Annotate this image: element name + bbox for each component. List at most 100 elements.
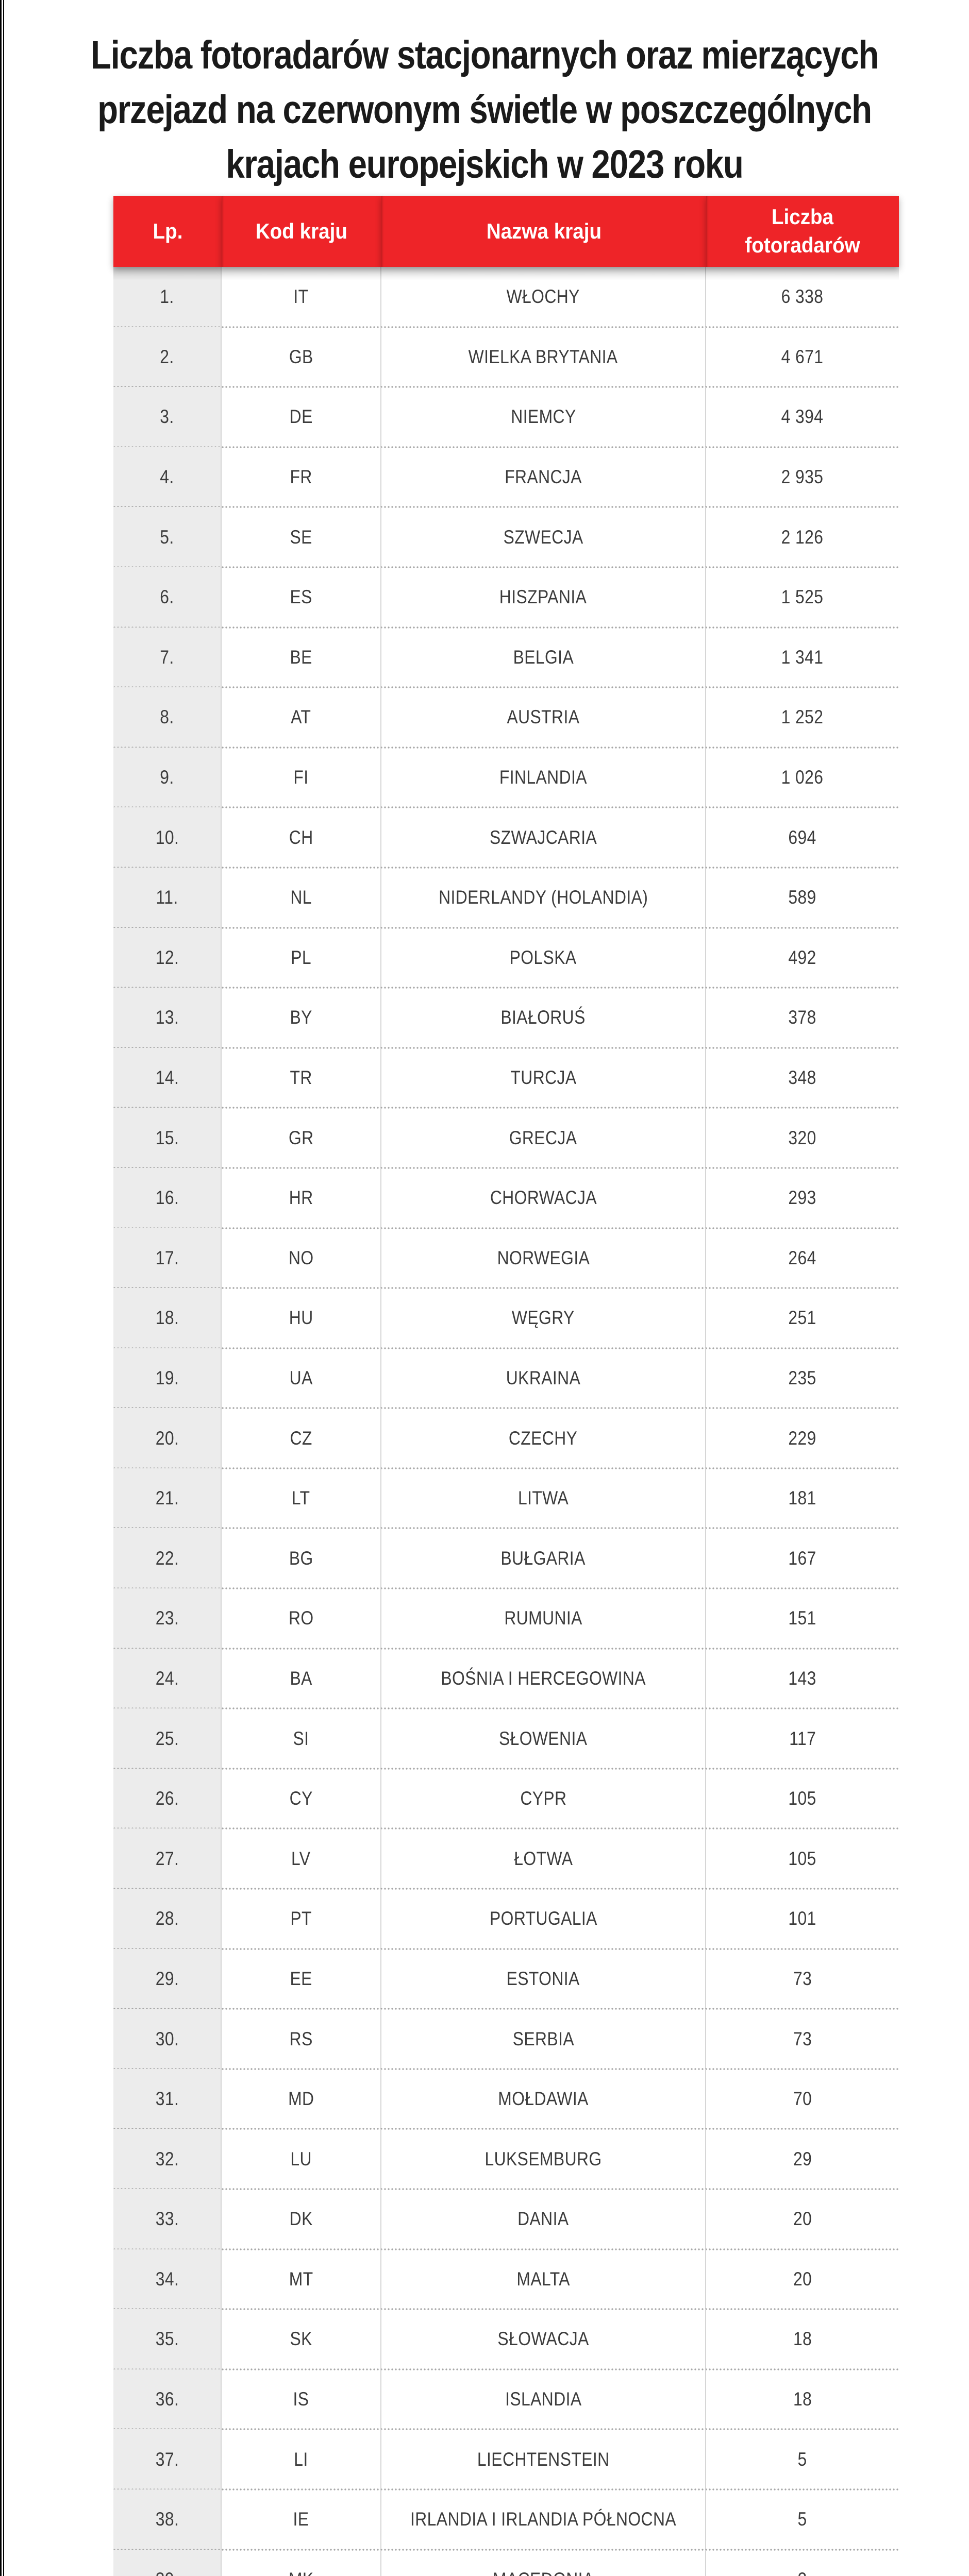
cell-camera-count: 105 xyxy=(706,1828,899,1889)
page-title-line-2: przejazd na czerwonym świetle w poszczeg… xyxy=(97,88,872,132)
cell-country-code: BY xyxy=(222,988,381,1048)
cell-camera-count: 73 xyxy=(706,2009,899,2069)
page-title-line-1: Liczba fotoradarów stacjonarnych oraz mi… xyxy=(90,33,879,77)
camera-count-text: 320 xyxy=(788,1127,817,1148)
row-number-text: 27. xyxy=(155,1848,179,1869)
camera-count-text: 105 xyxy=(788,1788,817,1809)
country-code-text: BG xyxy=(289,1547,313,1569)
row-number-text: 20. xyxy=(155,1427,179,1449)
cell-row-number: 36. xyxy=(113,2369,222,2430)
country-code-text: CY xyxy=(289,1788,313,1809)
cell-country-name: SŁOWENIA xyxy=(381,1708,706,1769)
country-code-text: NO xyxy=(288,1247,314,1268)
camera-count-text: 18 xyxy=(793,2388,812,2410)
table-row: 13. BY BIAŁORUŚ 378 xyxy=(113,988,899,1049)
camera-count-text: 264 xyxy=(788,1247,817,1268)
row-number-text: 24. xyxy=(155,1667,179,1689)
country-code-text: IS xyxy=(293,2388,309,2410)
cell-country-code: NO xyxy=(222,1228,381,1289)
cell-camera-count: 2 126 xyxy=(706,507,899,567)
cell-row-number: 26. xyxy=(113,1768,222,1829)
country-code-text: LT xyxy=(292,1487,310,1509)
camera-count-text: 1 252 xyxy=(781,706,824,728)
camera-count-text: 105 xyxy=(788,1848,817,1869)
country-name-text: BELGIA xyxy=(513,646,574,668)
table-row: 14. TR TURCJA 348 xyxy=(113,1047,899,1109)
table-row: 38. IE IRLANDIA I IRLANDIA PÓŁNOCNA 5 xyxy=(113,2489,899,2551)
cell-country-name: BIAŁORUŚ xyxy=(381,988,706,1048)
cell-row-number: 28. xyxy=(113,1889,222,1949)
table-row: 6. ES HISZPANIA 1 525 xyxy=(113,567,899,629)
cell-country-name: TURCJA xyxy=(381,1047,706,1108)
cell-row-number: 3. xyxy=(113,387,222,447)
country-code-text: AT xyxy=(291,706,311,728)
cell-row-number: 23. xyxy=(113,1588,222,1649)
cell-camera-count: 589 xyxy=(706,868,899,928)
table-row: 33. DK DANIA 20 xyxy=(113,2189,899,2250)
row-number-text: 35. xyxy=(155,2328,179,2350)
country-name-text: SŁOWENIA xyxy=(499,1727,588,1749)
cell-row-number: 15. xyxy=(113,1108,222,1168)
camera-count-text: 4 671 xyxy=(781,346,824,367)
camera-count-text: 181 xyxy=(788,1487,817,1509)
country-name-text: WŁOCHY xyxy=(506,286,580,308)
camera-count-text: 117 xyxy=(789,1727,816,1749)
country-code-text: GB xyxy=(289,346,313,367)
country-name-text: MOŁDAWIA xyxy=(498,2088,589,2110)
country-code-text: LV xyxy=(291,1848,311,1869)
header-label-camera-count: Liczba fotoradarów xyxy=(745,205,860,257)
country-name-text: NORWEGIA xyxy=(497,1247,590,1268)
cell-country-name: ISLANDIA xyxy=(381,2369,706,2430)
camera-count-text: 101 xyxy=(788,1908,817,1929)
cell-row-number: 8. xyxy=(113,687,222,748)
cell-country-name: CZECHY xyxy=(381,1408,706,1468)
row-number-text: 26. xyxy=(155,1788,179,1809)
table-row: 9. FI FINLANDIA 1 026 xyxy=(113,747,899,808)
cell-camera-count: 101 xyxy=(706,1889,899,1949)
row-number-text: 2. xyxy=(160,346,174,367)
country-code-text: EE xyxy=(290,1968,312,1989)
country-code-text: DE xyxy=(289,406,313,428)
cell-camera-count: 151 xyxy=(706,1588,899,1649)
cell-country-code: FR xyxy=(222,447,381,507)
camera-count-text: 2 935 xyxy=(781,466,824,488)
camera-count-text: 5 xyxy=(797,2448,808,2470)
cell-country-code: UA xyxy=(222,1348,381,1409)
cell-country-name: ŁOTWA xyxy=(381,1828,706,1889)
country-code-text: MT xyxy=(289,2268,313,2290)
table-row: 30. RS SERBIA 73 xyxy=(113,2009,899,2070)
country-code-text: BE xyxy=(290,646,312,668)
country-code-text: GR xyxy=(288,1127,314,1148)
cell-country-name: MALTA xyxy=(381,2249,706,2310)
cell-country-code: SE xyxy=(222,507,381,567)
row-number-text: 18. xyxy=(155,1307,179,1329)
country-name-text: WIELKA BRYTANIA xyxy=(469,346,618,367)
country-code-text: FR xyxy=(290,466,312,488)
cell-country-code: FI xyxy=(222,747,381,808)
cell-country-name: SZWAJCARIA xyxy=(381,807,706,868)
cell-country-code: CH xyxy=(222,807,381,868)
header-cell-lp: Lp. xyxy=(113,196,222,267)
row-number-text: 29. xyxy=(155,1968,179,1989)
country-code-text: NL xyxy=(290,887,312,908)
cell-row-number: 27. xyxy=(113,1828,222,1889)
table-row: 25. SI SŁOWENIA 117 xyxy=(113,1708,899,1770)
cell-camera-count: 492 xyxy=(706,928,899,988)
row-number-text: 14. xyxy=(155,1067,179,1089)
speed-camera-table: Lp. Kod kraju Nazwa kraju Liczba fotorad… xyxy=(113,196,899,2576)
cell-row-number: 20. xyxy=(113,1408,222,1468)
country-name-text: DANIA xyxy=(517,2208,569,2230)
header-cell-country-name: Nazwa kraju xyxy=(381,196,706,267)
page-title-line-3: krajach europejskich w 2023 roku xyxy=(226,142,744,187)
cell-country-code: BA xyxy=(222,1648,381,1709)
country-name-text: CYPR xyxy=(520,1788,567,1809)
country-name-text: PORTUGALIA xyxy=(489,1908,597,1929)
table-row: 16. HR CHORWACJA 293 xyxy=(113,1167,899,1229)
cell-row-number: 12. xyxy=(113,927,222,988)
country-code-text: RS xyxy=(289,2028,313,2049)
cell-row-number: 7. xyxy=(113,627,222,688)
country-name-text: BOŚNIA I HERCEGOWINA xyxy=(441,1667,646,1689)
country-code-text: IT xyxy=(293,286,309,308)
country-name-text: FRANCJA xyxy=(505,466,582,488)
table-row: 12. PL POLSKA 492 xyxy=(113,927,899,989)
